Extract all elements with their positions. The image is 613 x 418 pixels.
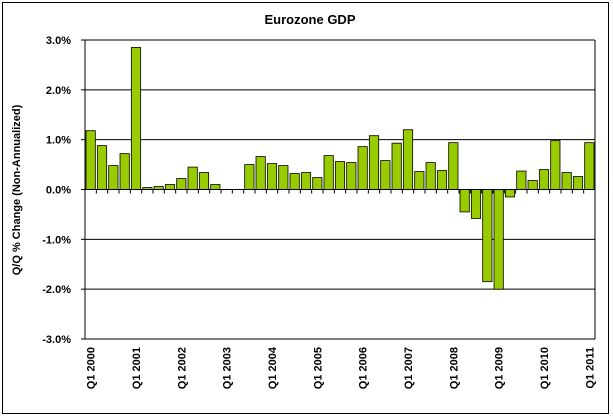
bar	[459, 189, 470, 213]
gridlines	[85, 39, 595, 340]
bar	[300, 172, 312, 190]
x-tick-label: Q1 2000	[86, 347, 98, 389]
bar	[516, 170, 527, 190]
x-tick-label: Q1 2005	[312, 347, 324, 389]
x-tick-label: Q1 2011	[584, 347, 596, 389]
bar	[176, 178, 187, 190]
bar	[561, 172, 572, 190]
bar	[527, 180, 538, 190]
bar	[108, 165, 119, 190]
x-tick-label: Q1 2007	[403, 347, 415, 389]
bar	[255, 156, 266, 190]
bar	[572, 176, 584, 190]
bar	[187, 166, 198, 190]
bar	[470, 189, 482, 219]
bar	[244, 164, 255, 190]
bar	[289, 173, 300, 190]
x-tick-label: Q1 2003	[222, 347, 234, 389]
bar	[584, 142, 595, 190]
bar	[346, 162, 357, 190]
bar	[85, 130, 96, 190]
y-tick-label: 0.0%	[46, 185, 71, 197]
x-tick-label: Q1 2009	[494, 347, 506, 389]
bar	[334, 161, 346, 190]
chart-title: Eurozone GDP	[264, 12, 355, 27]
x-tick-label: Q1 2010	[539, 347, 551, 389]
bar	[96, 145, 108, 190]
bar	[266, 163, 278, 190]
x-tick-label: Q1 2002	[176, 347, 188, 389]
bar	[504, 189, 516, 198]
bars	[85, 47, 595, 290]
bar	[380, 160, 391, 190]
bar	[278, 165, 289, 190]
bar	[414, 171, 425, 190]
bar	[119, 153, 130, 190]
bar	[357, 146, 368, 190]
y-tick-label: -1.0%	[42, 234, 71, 246]
y-tick-labels: 3.0% 2.0% 1.0% 0.0% -1.0% -2.0% -3.0%	[42, 35, 85, 346]
bar	[436, 170, 448, 190]
bar	[323, 155, 334, 190]
y-axis-label: Q/Q % Change (Non-Annualized)	[11, 104, 23, 275]
y-tick-label: 1.0%	[46, 135, 71, 147]
bar	[368, 135, 380, 190]
x-tick-label: Q1 2004	[267, 346, 279, 389]
bar	[482, 189, 493, 283]
y-tick-label: 3.0%	[46, 35, 71, 47]
chart-frame	[2, 2, 609, 414]
y-tick-label: -3.0%	[42, 334, 71, 346]
bar	[164, 184, 176, 190]
bar	[130, 47, 142, 190]
x-tick-label: Q1 2006	[358, 347, 370, 389]
y-tick-label: 2.0%	[46, 85, 71, 97]
bar	[198, 172, 210, 190]
bar	[312, 177, 323, 190]
bar	[425, 162, 436, 190]
axes	[84, 40, 596, 339]
bar	[391, 142, 402, 190]
y-tick-label: -2.0%	[42, 284, 71, 296]
bar	[402, 129, 414, 190]
bar	[448, 142, 459, 190]
bar	[550, 140, 561, 190]
bar	[210, 184, 221, 190]
x-tick-label: Q1 2001	[131, 347, 143, 389]
x-tick-labels: Q1 2000 Q1 2001 Q1 2002 Q1 2003 Q1 2004 Q1 20…	[86, 346, 597, 389]
x-tick-label: Q1 2008	[448, 347, 460, 389]
bar	[493, 189, 504, 290]
bar	[538, 169, 550, 190]
